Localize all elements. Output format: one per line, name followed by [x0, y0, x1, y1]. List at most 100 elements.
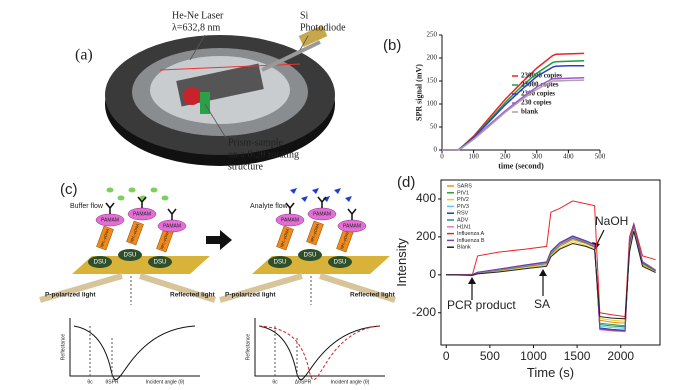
y-tick-label: 200 — [416, 229, 436, 243]
device-label: on a θ-2θ rotating — [228, 149, 299, 160]
x-axis-label: Time (s) — [527, 365, 574, 380]
antibody — [105, 202, 115, 214]
buffer-drop — [161, 195, 169, 201]
legend-label: 230 copies — [521, 99, 552, 107]
light-label: P-polarized light — [45, 292, 96, 299]
mini-ylabel: Reflectance — [60, 334, 66, 361]
dsu-label: DSU — [274, 260, 287, 266]
x-tick-label: 2000 — [607, 349, 634, 363]
device-label: Prism-sample — [228, 137, 284, 148]
analyte — [312, 188, 319, 194]
light-beam — [219, 273, 303, 303]
analyte — [345, 196, 352, 202]
y-tick-label: 200 — [427, 54, 438, 62]
series-line — [446, 200, 656, 318]
device-part — [183, 87, 201, 105]
buffer-drop — [117, 195, 125, 201]
light-label: P-polarized light — [225, 292, 276, 299]
y-tick-label: 150 — [427, 77, 438, 85]
dsu-label: DSU — [334, 260, 347, 266]
x-tick-label: 0 — [440, 153, 444, 161]
light-label: Reflected light — [350, 292, 396, 299]
dsu-label: DSU — [154, 260, 167, 266]
flow-label: Buffer flow — [70, 203, 104, 210]
legend-label: PIV1 — [457, 190, 469, 196]
x-tick-label: 100 — [468, 153, 479, 161]
mini-ylabel: Reflectance — [245, 334, 251, 361]
annotation: PCR product — [447, 298, 516, 312]
dna-label: NH₂-pDNA — [309, 223, 320, 243]
pamam-label: PAMAM — [343, 223, 361, 229]
legend-label: SARS — [457, 183, 472, 189]
light-beam — [139, 273, 216, 303]
legend-label: PIV3 — [457, 204, 469, 210]
annotation-arrow — [539, 269, 547, 276]
reflectance-curve — [73, 325, 196, 381]
panel-label: (b) — [383, 37, 401, 54]
y-tick-label: 250 — [427, 31, 438, 39]
photodiode — [298, 25, 328, 47]
legend-label: H1N1 — [457, 224, 471, 230]
mini-tick: ΔθSPR — [295, 379, 312, 385]
flow-label: Analyte flow — [250, 203, 289, 210]
panel-label: (a) — [75, 47, 93, 64]
pamam-label: PAMAM — [313, 211, 331, 217]
dna — [126, 220, 144, 246]
device-part — [200, 92, 210, 114]
mini-xlabel: Incident angle (θ) — [146, 379, 185, 385]
mini-axis — [254, 318, 385, 377]
x-axis-label: time (second) — [498, 162, 544, 171]
mini-tick: θSPR — [105, 379, 118, 385]
analyte — [290, 188, 297, 194]
analyte — [301, 196, 308, 202]
device-label: λ=632,8 nm — [172, 22, 220, 33]
callout-line — [204, 103, 227, 139]
reflectance-curve — [258, 325, 381, 381]
x-tick-label: 400 — [563, 153, 574, 161]
analyte — [334, 188, 341, 194]
dsu — [148, 256, 172, 268]
legend-label: Influenza B — [457, 238, 485, 244]
x-tick-label: 1000 — [520, 349, 547, 363]
device-label: structure — [228, 161, 264, 172]
dna-label: NH₂-pDNA — [339, 230, 350, 250]
buffer-drop — [106, 187, 114, 193]
panel-label: (d) — [397, 174, 415, 191]
series-line — [446, 231, 656, 320]
x-tick-label: 500 — [595, 153, 606, 161]
buffer-drop — [150, 187, 158, 193]
antibody — [317, 196, 327, 208]
y-tick-label: -200 — [412, 305, 436, 319]
y-tick-label: 100 — [427, 100, 438, 108]
legend-label: blank — [521, 108, 538, 116]
antibody — [137, 196, 147, 208]
legend-label: 2300 copies — [521, 90, 555, 98]
pamam-label: PAMAM — [133, 211, 151, 217]
device-illustration — [105, 25, 335, 166]
pamam-label: PAMAM — [101, 217, 119, 223]
annotation: NaOH — [595, 214, 628, 228]
y-tick-label: 0 — [434, 146, 438, 154]
legend-label: RSV — [457, 211, 469, 217]
series-line — [442, 79, 585, 151]
light-label: Reflected light — [170, 292, 216, 299]
x-tick-label: 200 — [500, 153, 511, 161]
x-tick-label: 0 — [443, 349, 450, 363]
y-tick-label: 400 — [416, 191, 436, 205]
dsu — [268, 256, 292, 268]
dsu — [88, 256, 112, 268]
device-label: Si — [300, 10, 309, 21]
legend-label: Blank — [457, 245, 471, 251]
legend-label: 230000 copies — [521, 72, 562, 80]
mini-tick: θc — [272, 379, 278, 385]
dna — [306, 220, 324, 246]
dsu-label: DSU — [124, 253, 137, 259]
detector-arm — [261, 40, 321, 72]
legend-label: Influenza A — [457, 231, 485, 237]
x-tick-label: 500 — [480, 349, 500, 363]
mini-xlabel: Incident angle (θ) — [331, 379, 370, 385]
mini-axis — [69, 318, 200, 377]
y-axis-label: SPR signal (mV) — [414, 64, 423, 121]
device-label: He-Ne Laser — [172, 10, 224, 21]
